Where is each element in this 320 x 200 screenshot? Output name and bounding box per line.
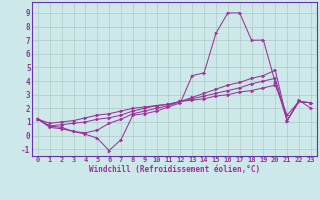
X-axis label: Windchill (Refroidissement éolien,°C): Windchill (Refroidissement éolien,°C) <box>89 165 260 174</box>
